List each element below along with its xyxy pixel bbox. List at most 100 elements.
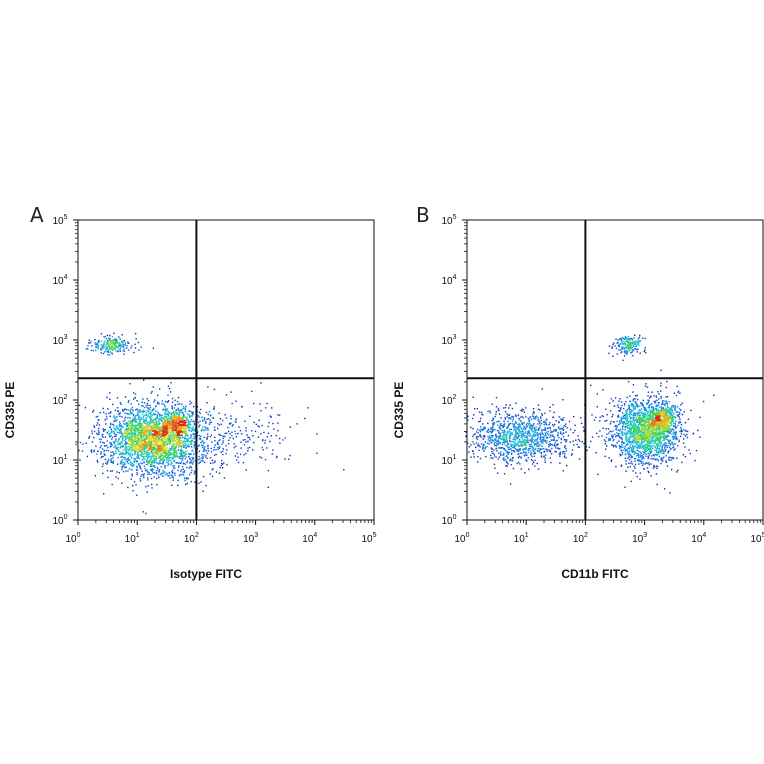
data-point bbox=[161, 459, 163, 462]
data-point bbox=[170, 413, 172, 416]
data-point bbox=[213, 449, 215, 451]
data-point bbox=[174, 455, 176, 457]
data-point bbox=[141, 455, 143, 457]
data-point bbox=[126, 461, 129, 464]
data-point bbox=[216, 443, 219, 445]
data-point bbox=[202, 457, 204, 459]
data-point bbox=[494, 438, 496, 440]
data-point bbox=[624, 336, 627, 338]
data-point bbox=[150, 432, 152, 434]
data-point bbox=[189, 473, 191, 476]
data-point bbox=[671, 457, 674, 459]
data-point bbox=[118, 472, 120, 474]
data-point bbox=[199, 420, 201, 422]
data-point bbox=[665, 396, 667, 398]
data-point bbox=[550, 431, 552, 434]
data-point bbox=[164, 441, 166, 443]
data-point bbox=[135, 447, 137, 449]
data-point bbox=[124, 417, 126, 419]
data-point bbox=[91, 441, 94, 443]
data-point bbox=[172, 421, 174, 423]
data-point bbox=[146, 444, 149, 446]
data-point bbox=[645, 462, 648, 464]
data-point bbox=[236, 459, 238, 461]
data-point bbox=[249, 446, 251, 449]
data-point bbox=[145, 427, 148, 429]
data-point bbox=[234, 455, 237, 457]
data-point bbox=[173, 425, 175, 427]
data-point bbox=[141, 428, 143, 430]
data-point bbox=[131, 426, 133, 428]
data-point bbox=[159, 419, 161, 421]
data-point bbox=[185, 421, 188, 424]
data-point bbox=[669, 448, 672, 451]
data-point bbox=[181, 466, 184, 468]
data-point bbox=[131, 453, 133, 455]
data-point bbox=[661, 407, 663, 409]
data-point bbox=[176, 438, 178, 440]
data-point bbox=[142, 430, 144, 432]
data-point bbox=[103, 343, 105, 345]
data-point bbox=[186, 466, 188, 469]
data-point bbox=[214, 440, 216, 442]
data-point bbox=[168, 387, 171, 390]
data-point bbox=[171, 425, 173, 427]
data-point bbox=[618, 435, 621, 438]
data-point bbox=[571, 449, 574, 451]
data-point bbox=[175, 435, 177, 437]
data-point bbox=[277, 414, 279, 416]
data-point bbox=[493, 463, 496, 465]
data-point bbox=[155, 453, 157, 455]
data-point bbox=[660, 459, 663, 462]
data-point bbox=[144, 469, 147, 472]
data-point bbox=[112, 349, 114, 351]
data-point bbox=[261, 440, 264, 442]
data-point bbox=[572, 432, 574, 434]
data-point bbox=[207, 386, 209, 388]
data-point bbox=[214, 444, 216, 446]
data-point bbox=[545, 422, 547, 424]
data-point bbox=[639, 451, 642, 453]
data-point bbox=[149, 435, 151, 438]
data-point bbox=[143, 406, 146, 409]
data-point bbox=[245, 427, 247, 429]
data-point bbox=[539, 436, 542, 438]
data-point bbox=[146, 425, 148, 427]
data-point bbox=[143, 441, 146, 444]
data-point bbox=[558, 422, 560, 424]
data-point bbox=[103, 429, 105, 431]
data-point bbox=[644, 406, 646, 409]
data-point bbox=[157, 445, 159, 447]
data-point bbox=[181, 441, 183, 444]
data-point bbox=[632, 470, 634, 472]
data-point bbox=[146, 460, 148, 462]
data-point bbox=[156, 442, 158, 444]
data-point bbox=[481, 429, 484, 431]
data-point bbox=[192, 463, 194, 465]
data-point bbox=[159, 460, 161, 462]
data-point bbox=[660, 395, 662, 398]
data-point bbox=[94, 342, 96, 344]
data-point bbox=[119, 345, 121, 348]
data-point bbox=[523, 411, 525, 413]
data-point bbox=[178, 444, 180, 447]
data-point bbox=[145, 413, 147, 416]
data-point bbox=[198, 411, 201, 413]
data-point bbox=[101, 456, 103, 458]
data-point bbox=[188, 428, 190, 431]
data-point bbox=[166, 408, 168, 410]
data-point bbox=[169, 412, 171, 414]
data-point bbox=[511, 420, 514, 422]
data-point bbox=[669, 492, 671, 494]
data-point bbox=[177, 484, 179, 487]
data-point bbox=[617, 414, 619, 416]
data-point bbox=[619, 409, 621, 412]
data-point bbox=[167, 433, 169, 435]
data-point bbox=[146, 442, 149, 444]
data-point bbox=[622, 428, 624, 430]
data-point bbox=[533, 412, 535, 414]
data-point bbox=[113, 432, 115, 434]
data-point bbox=[185, 442, 187, 445]
data-point bbox=[169, 431, 172, 433]
data-point bbox=[516, 426, 518, 429]
